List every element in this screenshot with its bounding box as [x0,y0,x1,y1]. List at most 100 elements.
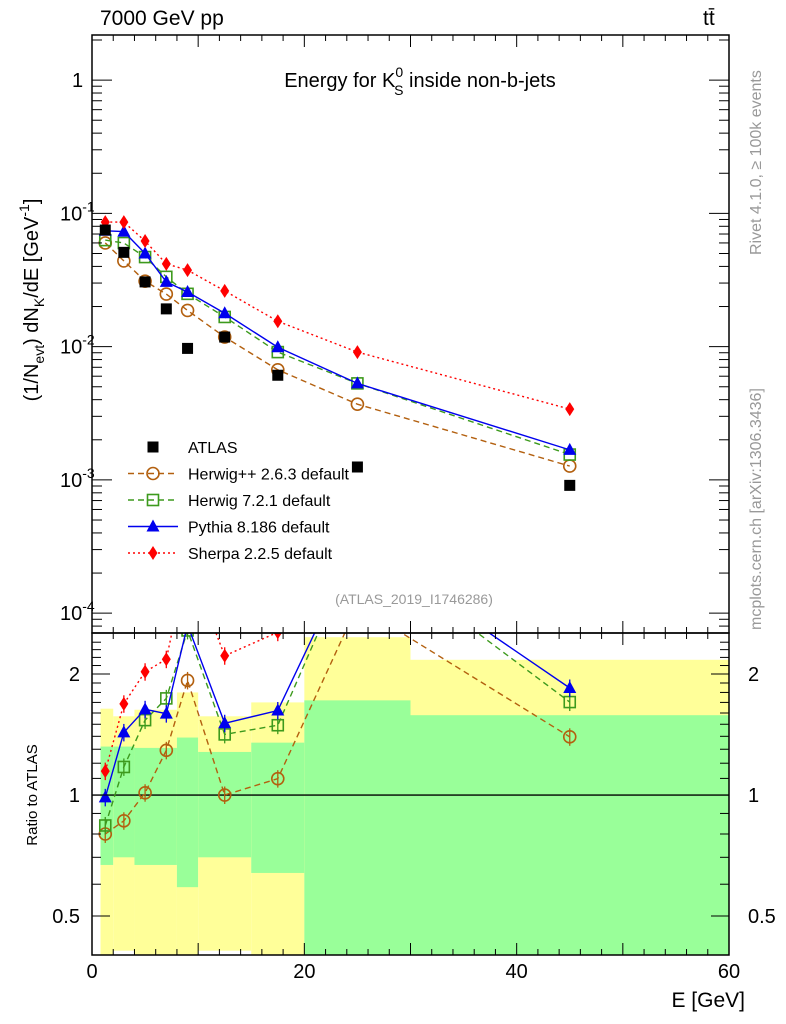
band-green-7 [410,715,729,955]
point-sherpa-2-2-5-default [220,283,230,298]
point-sherpa-2-2-5-default [352,345,362,360]
point-sherpa-2-2-5-default [140,234,150,249]
ratio-line-herwig-2-6-3-default [104,633,571,835]
ratio-point-herwig-2-6-3-default [138,785,152,800]
band-green-3 [176,737,199,888]
band-green-1 [113,746,135,858]
ratio-point-sherpa-2-2-5-default [353,441,362,455]
ratio-point-pythia-8-186-default [271,703,285,716]
ratio-point-herwig-2-6-3-default [159,743,174,758]
point-atlas [219,331,231,343]
ratio-point-pythia-8-186-default [181,618,194,630]
ratio-point-herwig-7-2-1-default [160,692,173,705]
x-tick-label: 40 [506,961,528,983]
line-herwig-7-2-1-default [105,239,570,456]
legend-marker-herwig-2-6-3-default [146,466,160,481]
ratio-bands [92,637,729,955]
point-pythia-8-186-default [159,274,173,287]
mcplots-label: mcplots.cern.ch [arXiv:1306.3436] [748,388,765,630]
ratio-point-herwig-7-2-1-default [352,537,363,548]
legend: ATLAS Herwig++ 2.6.3 default Herwig 7.2.1 … [128,440,350,563]
ratio-point-herwig-2-6-3-default [270,771,285,786]
point-pythia-8-186-default [563,442,577,455]
band-green-0 [100,746,114,865]
point-herwig-2-6-3-default [180,303,195,318]
legend-label-herwig-2-6-3-default: Herwig++ 2.6.3 default [188,467,350,484]
axes: 0 20 40 60 1 10-1 10-2 10-3 10-4 0.5 0.5 1 1 2 2 [52,34,776,983]
x-axis-label: E [GeV] [671,989,745,1012]
legend-marker-atlas [147,441,159,453]
ratio-point-sherpa-2-2-5-default [100,764,110,779]
y-tick-label: 10-4 [60,598,95,625]
ratio-point-herwig-2-6-3-default [117,814,131,828]
ratio-point-pythia-8-186-default [138,702,152,715]
point-atlas [139,276,151,288]
y-tick-label: 1 [72,70,83,92]
point-pythia-8-186-default [350,376,364,389]
ratio-point-herwig-2-6-3-default [217,788,232,802]
ratio-point-herwig-7-2-1-default [98,819,112,832]
main-frame [91,34,730,634]
y-tick-label: 10-2 [60,332,95,359]
ratio-point-sherpa-2-2-5-default [119,696,129,711]
legend-marker-herwig-7-2-1-default [146,493,160,507]
ratio-point-sherpa-2-2-5-default [140,664,150,679]
ratio-point-sherpa-2-2-5-default [220,648,230,663]
ratio-point-pythia-8-186-default [563,681,577,694]
point-atlas [182,342,194,354]
band-green-4 [198,751,252,858]
x-tick-label: 20 [293,961,315,983]
ratio-point-herwig-7-2-1-default [117,760,131,774]
analysis-id: (ATLAS_2019_I1746286) [335,591,493,607]
ratio-y-tick-label-right: 1 [748,785,759,807]
ratio-y-tick-label-left: 0.5 [52,906,80,928]
point-atlas [160,303,172,315]
ratio-point-pythia-8-186-default [218,716,232,729]
x-tick-label: 0 [86,961,97,983]
ratio-point-pythia-8-186-default [159,706,173,719]
point-atlas [118,246,130,258]
ratio-y-tick-label-right: 2 [748,664,759,686]
point-herwig-2-6-3-default [159,287,174,301]
point-pythia-8-186-default [218,306,232,319]
band-green-5 [251,742,305,873]
point-sherpa-2-2-5-default [565,402,575,417]
point-herwig-2-6-3-default [350,397,365,411]
ratio-point-sherpa-2-2-5-default [161,652,171,667]
legend-label-sherpa-2-2-5-default: Sherpa 2.2.5 default [188,546,333,563]
ratio-line-pythia-8-186-default [104,633,571,798]
line-pythia-8-186-default [105,230,570,451]
point-sherpa-2-2-5-default [119,215,129,230]
ratio-plot [98,441,577,843]
point-sherpa-2-2-5-default [183,263,193,278]
point-pythia-8-186-default [138,246,152,259]
legend-marker-sherpa-2-2-5-default [148,546,158,560]
line-sherpa-2-2-5-default [105,221,570,410]
point-sherpa-2-2-5-default [273,314,283,329]
point-pythia-8-186-default [181,285,195,298]
header-right: tt̄ [703,7,715,30]
legend-label-pythia-8-186-default: Pythia 8.186 default [188,520,330,537]
ratio-point-sherpa-2-2-5-default [565,558,574,572]
y-axis-label: (1/Nevt) dNK/dE [GeV-1] [16,199,47,402]
ratio-point-pythia-8-186-default [351,536,364,548]
ratio-point-herwig-2-6-3-default [180,673,195,688]
legend-label-herwig-7-2-1-default: Herwig 7.2.1 default [188,493,331,510]
ratio-point-herwig-7-2-1-default [181,633,194,637]
ratio-point-pythia-8-186-default [117,725,131,738]
chart-title: Energy for K0 S inside non-b-jets [284,64,556,98]
point-pythia-8-186-default [117,224,131,237]
line-herwig-2-6-3-default [104,242,570,467]
legend-marker-pythia-8-186-default [146,519,160,532]
ratio-point-herwig-7-2-1-default [271,718,285,732]
point-atlas [564,479,576,491]
header-left: 7000 GeV pp [100,7,224,30]
ratio-point-sherpa-2-2-5-default [273,633,282,640]
point-herwig-2-6-3-default [217,330,232,344]
y-tick-label: 10-3 [60,465,95,492]
point-sherpa-2-2-5-default [161,256,171,271]
ratio-point-herwig-2-6-3-default [562,730,577,744]
ratio-point-pythia-8-186-default [98,790,112,803]
point-atlas [351,461,363,473]
